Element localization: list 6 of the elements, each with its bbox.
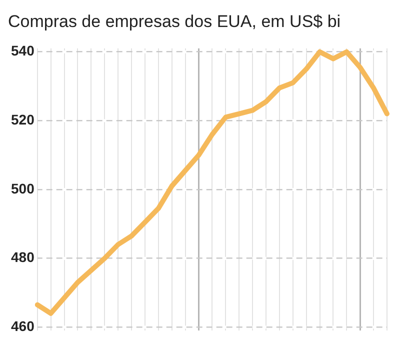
y-tick-label: 540: [11, 42, 35, 59]
y-tick-label: 500: [11, 180, 35, 196]
y-tick-label: 480: [11, 249, 35, 266]
y-tick-label: 460: [11, 318, 35, 334]
chart-title: Compras de empresas dos EUA, em US$ bi: [8, 12, 341, 31]
y-tick-label: 520: [11, 112, 35, 128]
